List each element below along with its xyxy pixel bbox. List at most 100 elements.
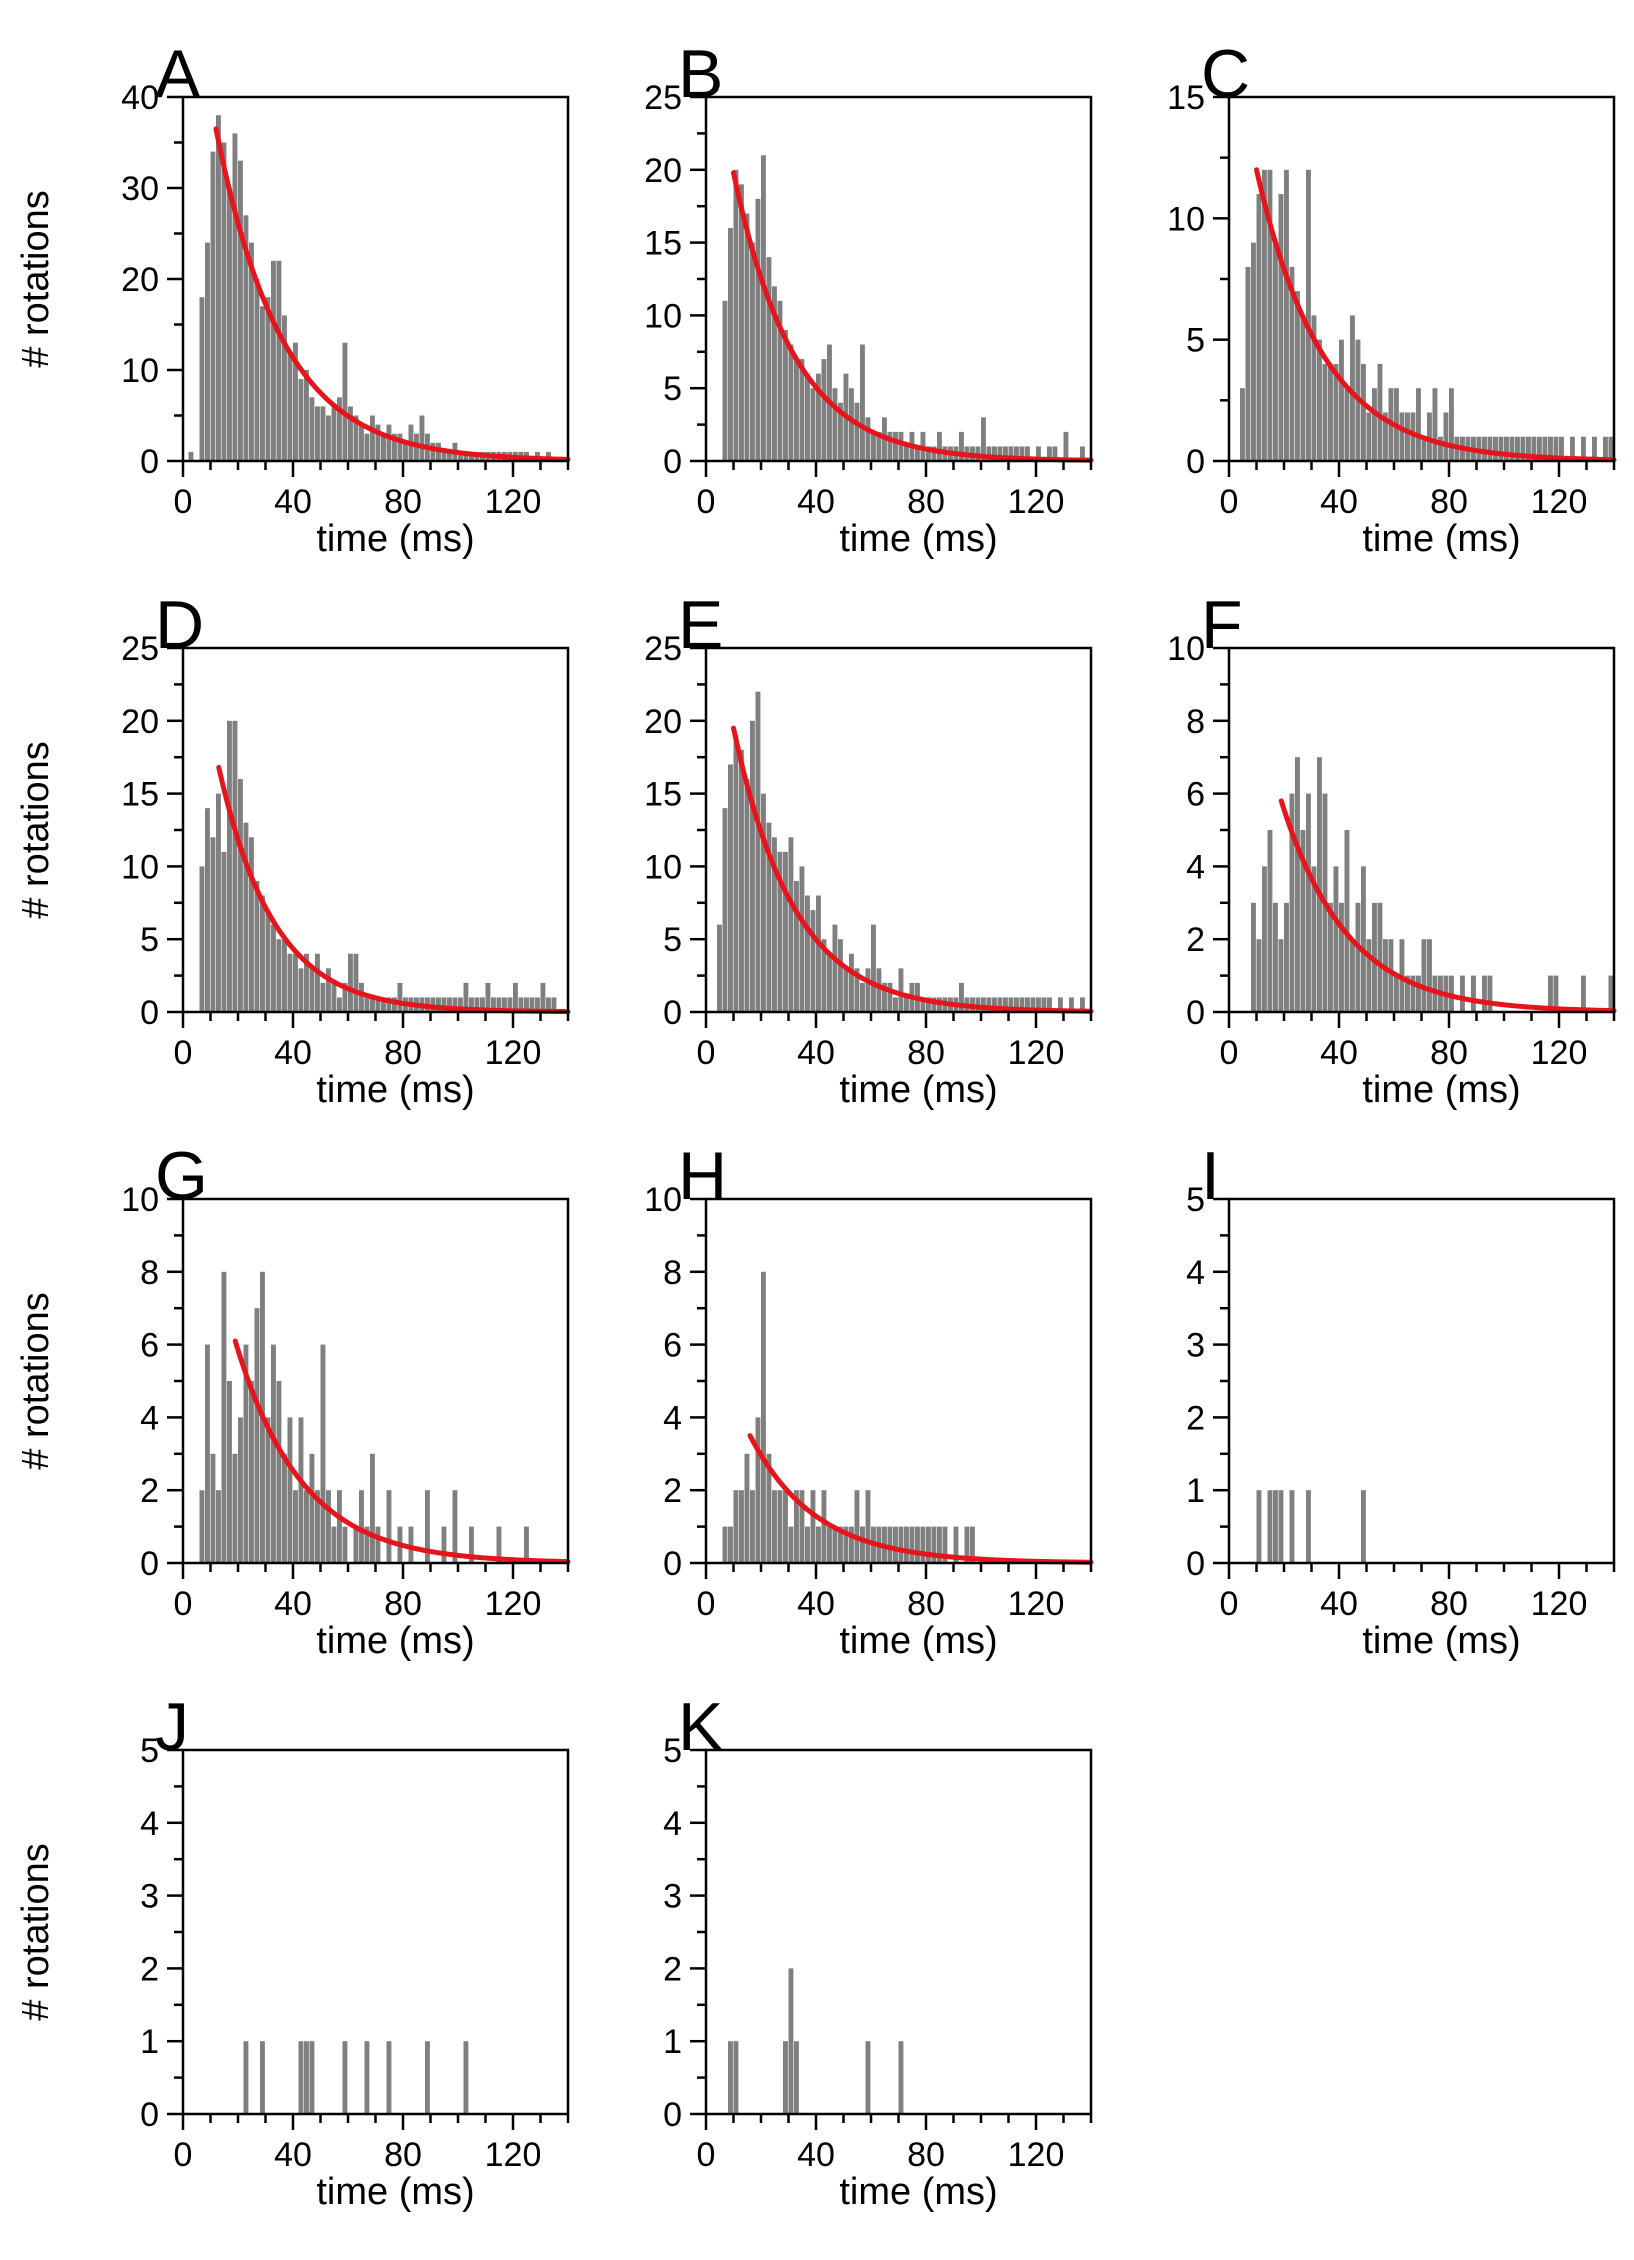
bar: [452, 1490, 458, 1563]
bar: [227, 720, 232, 1012]
bar: [474, 997, 480, 1012]
bar: [1003, 446, 1008, 461]
bar: [733, 735, 739, 1012]
bar: [937, 431, 942, 461]
bar: [1361, 866, 1366, 1012]
bar: [1350, 315, 1355, 461]
y-tick-label: 4: [1186, 1254, 1205, 1292]
bar: [342, 2041, 348, 2114]
bar: [370, 415, 375, 461]
bar: [827, 953, 832, 1012]
bar: [953, 1526, 959, 1563]
y-tick-label: 6: [663, 1327, 682, 1365]
bar: [403, 442, 408, 461]
bars-h: [722, 1271, 975, 1563]
bar: [1041, 997, 1047, 1012]
bar: [227, 188, 232, 461]
y-tick-label: 10: [121, 848, 159, 886]
bar: [1383, 412, 1388, 461]
bar: [1317, 339, 1322, 461]
bar: [216, 793, 221, 1012]
bar: [364, 2041, 370, 2114]
y-tick-label: 2: [663, 1472, 682, 1510]
x-axis-label: time (ms): [1362, 1620, 1520, 1662]
y-tick-label: 25: [644, 79, 682, 117]
bar: [546, 997, 551, 1012]
bar: [832, 1526, 838, 1563]
panel-letter-e: E: [678, 587, 723, 663]
bar: [904, 446, 909, 461]
bar: [359, 424, 364, 461]
bar: [309, 397, 315, 461]
bar: [392, 997, 397, 1012]
bar: [728, 764, 733, 1012]
x-tick-label: 0: [1220, 1034, 1239, 1072]
bar: [271, 1344, 276, 1563]
bar: [1394, 975, 1399, 1012]
bar: [854, 968, 860, 1012]
bar: [1300, 830, 1306, 1012]
bar: [375, 997, 381, 1012]
bar: [959, 431, 964, 461]
bar: [249, 837, 254, 1012]
bar: [1245, 266, 1251, 461]
y-tick-label: 0: [663, 1545, 682, 1583]
bar: [1278, 1490, 1284, 1563]
bar: [722, 808, 728, 1012]
bar: [276, 260, 282, 461]
bar: [243, 215, 249, 461]
bar: [1047, 997, 1052, 1012]
y-tick-label: 4: [1186, 848, 1205, 886]
fit-curve-f: [1278, 798, 1617, 1014]
bar: [783, 329, 788, 461]
bar: [232, 720, 238, 1012]
bar: [364, 997, 370, 1012]
bar: [843, 1526, 849, 1563]
bar: [931, 1526, 937, 1563]
bar: [1482, 975, 1487, 1012]
bar: [1322, 363, 1328, 461]
panel-i: 0 40 80 120 0 1 2 3 4 5 time (ms) I: [1186, 1138, 1616, 1662]
bar: [238, 779, 243, 1012]
bar: [309, 1453, 315, 1563]
y-tick-label: 6: [1186, 776, 1205, 814]
bar: [386, 2041, 392, 2114]
bar: [210, 1453, 216, 1563]
bar: [441, 997, 447, 1012]
bar: [986, 446, 992, 461]
bar: [1498, 436, 1504, 461]
bar: [898, 1526, 904, 1563]
bar: [331, 982, 337, 1012]
bar: [271, 924, 276, 1012]
bar: [728, 228, 733, 461]
bar: [1080, 446, 1085, 461]
bar: [926, 997, 931, 1012]
bar: [282, 315, 287, 461]
panel-letter-i: I: [1201, 1138, 1220, 1214]
bar: [876, 968, 882, 1012]
x-tick-label: 0: [1220, 483, 1239, 521]
bar: [1487, 436, 1493, 461]
bar: [1427, 939, 1432, 1012]
x-axis-label: time (ms): [839, 1620, 997, 1662]
y-tick-label: 0: [663, 443, 682, 481]
bar: [783, 851, 788, 1012]
bar: [1344, 388, 1350, 461]
y-tick-label: 8: [663, 1254, 682, 1292]
x-tick-label: 120: [485, 2136, 542, 2174]
bar: [1366, 412, 1372, 461]
bar: [788, 1968, 794, 2114]
y-tick-label: 4: [140, 1805, 159, 1843]
bar: [205, 1344, 210, 1563]
y-axis-label: # rotations: [15, 190, 57, 367]
bar: [805, 1526, 810, 1563]
bar: [1487, 975, 1493, 1012]
bar: [524, 1526, 529, 1563]
x-tick-label: 40: [797, 2136, 835, 2174]
bar: [221, 1271, 227, 1563]
x-tick-label: 120: [485, 1034, 542, 1072]
panel-letter-g: G: [155, 1138, 208, 1214]
bar: [920, 1526, 926, 1563]
bar: [199, 866, 205, 1012]
y-tick-label: 40: [121, 79, 159, 117]
